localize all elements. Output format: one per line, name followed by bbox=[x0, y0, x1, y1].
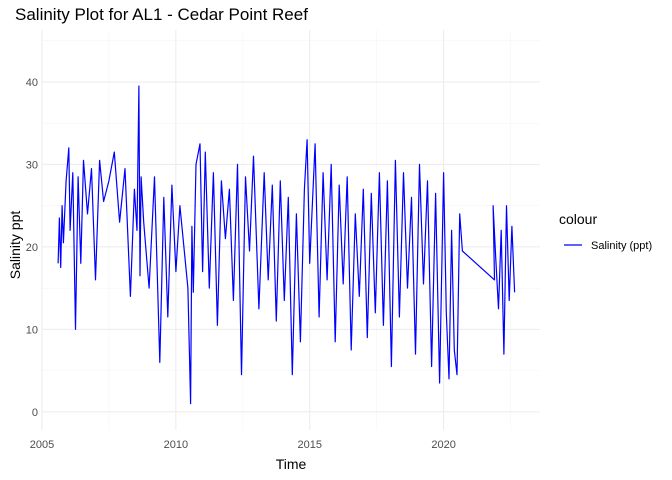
legend-label-salinity: Salinity (ppt) bbox=[591, 240, 652, 252]
grid-lines bbox=[41, 30, 540, 430]
y-tick-label: 20 bbox=[26, 242, 38, 254]
x-axis-title: Time bbox=[276, 456, 307, 472]
x-tick-label: 2005 bbox=[30, 439, 54, 451]
y-tick-label: 10 bbox=[26, 324, 38, 336]
x-tick-label: 2015 bbox=[297, 439, 321, 451]
tick-labels: 2005 2010 2015 2020 0 10 20 30 40 bbox=[26, 77, 456, 451]
series-layer bbox=[57, 85, 516, 405]
x-tick-label: 2020 bbox=[431, 439, 455, 451]
legend-title: colour bbox=[559, 211, 597, 227]
x-tick-label: 2010 bbox=[164, 439, 188, 451]
y-tick-label: 30 bbox=[26, 159, 38, 171]
series-line-salinity bbox=[57, 85, 516, 405]
y-tick-label: 0 bbox=[32, 407, 38, 419]
y-tick-label: 40 bbox=[26, 77, 38, 89]
legend: colour Salinity (ppt) bbox=[559, 211, 652, 252]
y-axis-title: Salinity ppt bbox=[7, 211, 23, 280]
chart-title: Salinity Plot for AL1 - Cedar Point Reef bbox=[15, 5, 308, 24]
